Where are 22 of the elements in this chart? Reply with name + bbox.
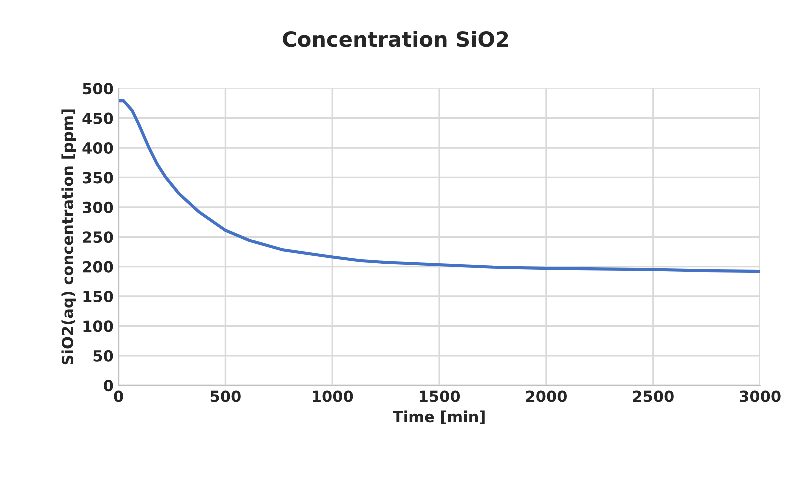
- y-tick-label: 350: [83, 172, 114, 184]
- x-tick-label: 3000: [740, 390, 781, 402]
- y-tick-label: 200: [83, 261, 114, 273]
- y-tick-label: 400: [82, 142, 114, 154]
- y-tick-label: 250: [83, 232, 114, 244]
- x-tick-label: 500: [210, 390, 241, 402]
- x-tick-label: 1500: [420, 390, 460, 402]
- x-tick-label: 2500: [633, 390, 674, 402]
- chart-title: Concentration SiO2: [283, 31, 508, 48]
- x-tick-label: 2000: [526, 390, 568, 402]
- y-tick-label: 50: [94, 350, 114, 362]
- y-tick-label: 150: [84, 290, 114, 303]
- y-tick-label: 100: [84, 320, 114, 332]
- x-tick-label: 1000: [313, 390, 354, 402]
- y-tick-label: 450: [82, 112, 114, 124]
- y-tick-label: 300: [83, 202, 114, 214]
- line-series: [118, 100, 760, 274]
- x-tick-label: 0: [114, 390, 124, 402]
- x-axis-title: Time [min]: [393, 410, 485, 424]
- y-tick-label: 500: [83, 83, 114, 95]
- y-tick-label: 0: [104, 380, 114, 392]
- y-axis-title: SiO2(aq) concentration [ppm]: [62, 110, 76, 365]
